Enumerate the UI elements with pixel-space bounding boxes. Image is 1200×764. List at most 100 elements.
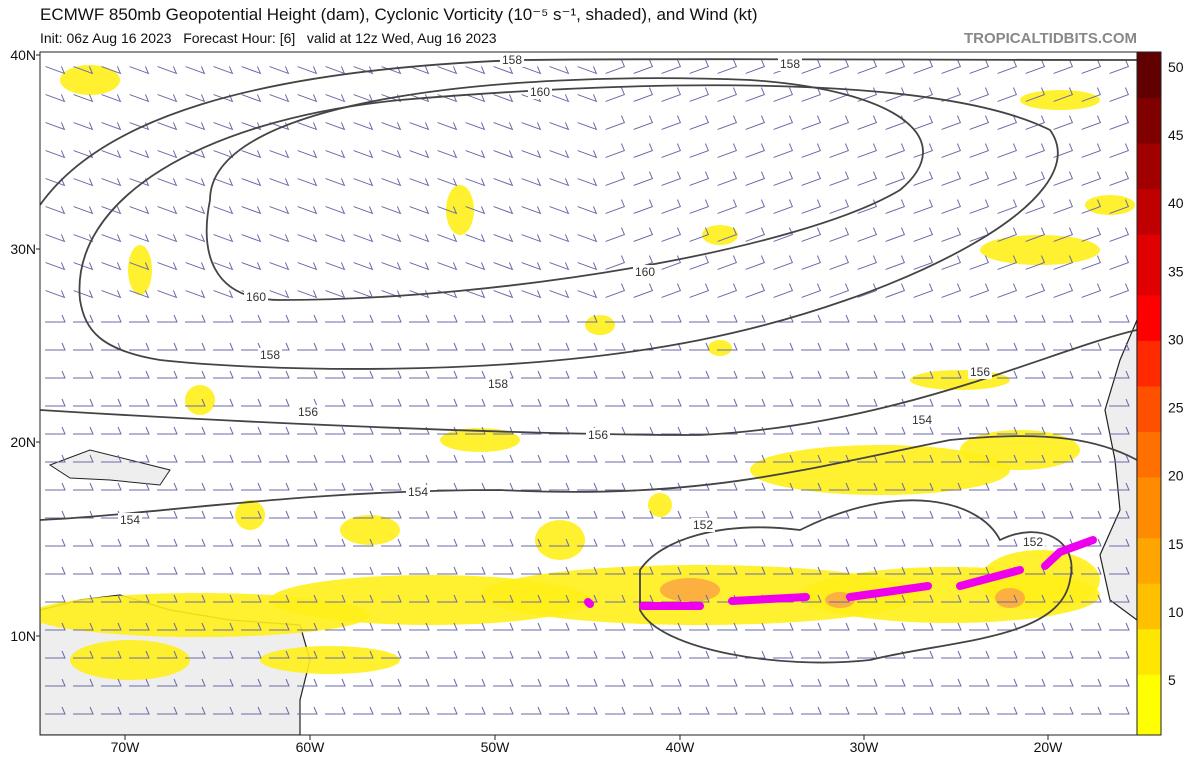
wind-barb [45, 566, 66, 575]
wind-barb [605, 87, 626, 102]
wind-barb [73, 482, 94, 491]
wind-barb [997, 426, 1018, 435]
wind-barb [101, 398, 122, 407]
wind-barb [1109, 678, 1130, 687]
wind-barb [241, 370, 262, 379]
wind-barb [661, 482, 682, 491]
colorbar-cell [1137, 552, 1161, 569]
wind-barb [157, 262, 178, 271]
contour-label: 158 [502, 53, 522, 67]
wind-barb [465, 510, 486, 519]
wind-barb [269, 234, 290, 243]
wind-barb [297, 454, 318, 463]
wind-barb [941, 426, 962, 435]
wind-barb [1053, 510, 1074, 519]
wind-barb [1109, 426, 1130, 435]
wind-barb [661, 398, 682, 407]
wind-barb [493, 622, 514, 631]
wind-barb [941, 370, 962, 379]
wind-barb [549, 150, 570, 159]
wind-barb [437, 122, 458, 131]
colorbar-cell [1137, 431, 1161, 448]
wind-barb [1081, 255, 1102, 270]
wind-barb [997, 538, 1018, 547]
colorbar-cell [1137, 340, 1161, 357]
wind-barb [73, 342, 94, 351]
wind-barb [493, 342, 514, 351]
vorticity-area [128, 245, 152, 295]
colorbar-cell [1137, 203, 1161, 220]
wind-barb [1109, 594, 1130, 603]
colorbar-label: 5 [1168, 672, 1176, 688]
wind-barb [213, 262, 234, 271]
wind-barb [241, 650, 262, 659]
wind-barb [577, 122, 598, 131]
contour-label-bg [244, 290, 268, 304]
contour-label: 158 [260, 348, 280, 362]
colorbar-cell [1137, 52, 1161, 68]
wind-barb [549, 122, 570, 131]
colorbar: 50 45 40 35 30 25 20 15 10 5 [1136, 51, 1184, 736]
wind-barb [185, 314, 206, 323]
wind-barb [1109, 59, 1130, 74]
wind-barb [185, 678, 206, 687]
wind-barb [885, 482, 906, 491]
wind-barb [381, 314, 402, 323]
wind-barb [241, 594, 262, 603]
wind-barb [801, 314, 822, 323]
wind-barb [633, 283, 654, 298]
wind-barb [801, 171, 822, 186]
wind-barb [297, 510, 318, 519]
wind-barb [185, 594, 206, 603]
height-contour [78, 84, 1059, 370]
wind-barb [773, 538, 794, 547]
wind-barb [745, 678, 766, 687]
wind-barb [661, 59, 682, 74]
wind-barb [493, 178, 514, 187]
wind-barb [157, 538, 178, 547]
wind-barb [969, 283, 990, 298]
wind-barb [213, 566, 234, 575]
wind-barb [73, 538, 94, 547]
wind-barb [353, 398, 374, 407]
wind-barb [1081, 87, 1102, 102]
wind-barb [577, 482, 598, 491]
wind-barb [353, 122, 374, 131]
wind-barb [605, 594, 626, 603]
wind-barb [73, 262, 94, 271]
wind-barb [577, 622, 598, 631]
wind-barb [493, 234, 514, 243]
wind-barb [605, 115, 626, 130]
wind-barb [297, 678, 318, 687]
wind-barb [297, 370, 318, 379]
colorbar-cell [1137, 704, 1161, 721]
wind-barb [857, 143, 878, 158]
wind-barb [437, 178, 458, 187]
wind-barb [941, 538, 962, 547]
wind-barb [857, 314, 878, 323]
wind-barb [45, 594, 66, 603]
wind-barb [241, 706, 262, 715]
wind-barb [1025, 454, 1046, 463]
colorbar-cell [1137, 385, 1161, 402]
wind-barb [213, 426, 234, 435]
wind-barb [493, 566, 514, 575]
wind-barb [269, 314, 290, 323]
wind-barb [185, 370, 206, 379]
wind-barb [1109, 314, 1130, 323]
wind-barb [129, 482, 150, 491]
wind-barb [521, 510, 542, 519]
colorbar-label: 10 [1168, 604, 1184, 620]
wind-barb [353, 538, 374, 547]
wind-barb [773, 87, 794, 102]
wind-barb [1109, 510, 1130, 519]
wind-barb [885, 59, 906, 74]
wind-barb [213, 314, 234, 323]
wind-barb [997, 678, 1018, 687]
wind-barb [717, 227, 738, 242]
wind-barb [381, 370, 402, 379]
wind-barb [409, 150, 430, 159]
wind-barb [409, 94, 430, 103]
wind-barb [1053, 314, 1074, 323]
colorbar-cell [1137, 583, 1161, 599]
